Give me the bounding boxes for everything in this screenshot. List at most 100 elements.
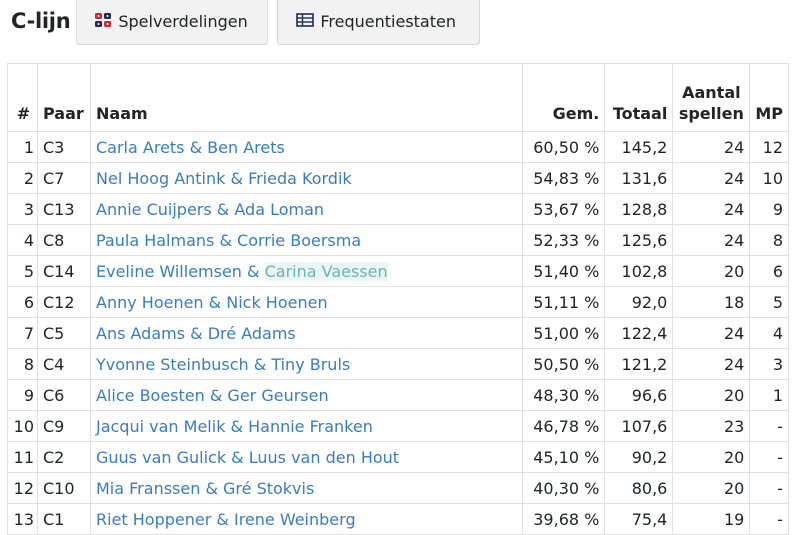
rank-cell: 4 xyxy=(7,224,38,256)
player-link[interactable]: Eveline Willemsen xyxy=(96,261,242,281)
total-cell: 96,6 xyxy=(604,379,674,411)
pair-cell: C5 xyxy=(37,317,91,349)
mp-cell: 12 xyxy=(749,131,789,163)
table-header-row: # Paar Naam Gem. Totaal Aantal spellen MP xyxy=(7,63,789,132)
mp-cell: - xyxy=(749,410,789,442)
games-cell: 24 xyxy=(672,317,751,349)
player-link[interactable]: Ger Geursen xyxy=(227,385,329,405)
games-cell: 19 xyxy=(672,503,751,535)
player-link[interactable]: Paula Halmans xyxy=(96,230,215,250)
games-cell: 24 xyxy=(672,193,751,225)
player-link[interactable]: Riet Hoppener xyxy=(96,509,212,529)
mp-cell: 4 xyxy=(749,317,789,349)
mp-cell: 10 xyxy=(749,162,789,194)
rank-cell: 10 xyxy=(7,410,38,442)
pair-header[interactable]: Paar xyxy=(37,63,91,132)
frequentiestaten-button[interactable]: Frequentiestaten xyxy=(277,0,481,45)
top-bar: C-lijn Spelverdelingen Freq xyxy=(11,0,489,50)
average-cell: 51,11 % xyxy=(522,286,606,318)
pair-cell: C8 xyxy=(37,224,91,256)
player-link[interactable]: Tiny Bruls xyxy=(271,354,351,374)
games-cell: 18 xyxy=(672,286,751,318)
games-cell: 20 xyxy=(672,472,751,504)
rank-cell: 9 xyxy=(7,379,38,411)
average-cell: 51,00 % xyxy=(522,317,606,349)
player-link[interactable]: Dré Adams xyxy=(207,323,296,343)
name-cell: Carla Arets & Ben Arets xyxy=(89,131,524,163)
player-link[interactable]: Nel Hoog Antink xyxy=(96,168,226,188)
pair-cell: C6 xyxy=(37,379,91,411)
player-link[interactable]: Carina Vaessen xyxy=(264,261,388,281)
games-cell: 20 xyxy=(672,255,751,287)
total-cell: 92,0 xyxy=(604,286,674,318)
player-link[interactable]: Hannie Franken xyxy=(248,416,373,436)
mp-cell: 8 xyxy=(749,224,789,256)
pair-separator: & xyxy=(225,416,249,436)
pair-cell: C4 xyxy=(37,348,91,380)
player-link[interactable]: Irene Weinberg xyxy=(233,509,356,529)
player-link[interactable]: Anny Hoenen xyxy=(96,292,204,312)
player-link[interactable]: Corrie Boersma xyxy=(237,230,362,250)
average-cell: 51,40 % xyxy=(522,255,606,287)
total-cell: 121,2 xyxy=(604,348,674,380)
average-cell: 40,30 % xyxy=(522,472,606,504)
rank-cell: 3 xyxy=(7,193,38,225)
player-link[interactable]: Luus van den Hout xyxy=(248,447,400,467)
player-link[interactable]: Gré Stokvis xyxy=(223,478,315,498)
name-cell: Guus van Gulick & Luus van den Hout xyxy=(89,441,524,473)
games-header[interactable]: Aantal spellen xyxy=(672,63,751,132)
name-cell: Alice Boesten & Ger Geursen xyxy=(89,379,524,411)
player-link[interactable]: Jacqui van Melik xyxy=(96,416,226,436)
name-cell: Paula Halmans & Corrie Boersma xyxy=(89,224,524,256)
mp-cell: 5 xyxy=(749,286,789,318)
player-link[interactable]: Ada Loman xyxy=(234,199,325,219)
total-header[interactable]: Totaal xyxy=(604,63,674,132)
rank-cell: 1 xyxy=(7,131,38,163)
player-link[interactable]: Carla Arets xyxy=(96,137,185,157)
player-link[interactable]: Mia Franssen xyxy=(96,478,201,498)
table-row: 9 C6 Alice Boesten & Ger Geursen 48,30 % 96,… xyxy=(7,379,789,411)
total-cell: 90,2 xyxy=(604,441,674,473)
games-cell: 24 xyxy=(672,348,751,380)
page-title: C-lijn xyxy=(11,9,71,33)
player-link[interactable]: Nick Hoenen xyxy=(226,292,328,312)
name-header[interactable]: Naam xyxy=(89,63,524,132)
total-cell: 128,8 xyxy=(604,193,674,225)
rank-cell: 8 xyxy=(7,348,38,380)
spelverdelingen-button[interactable]: Spelverdelingen xyxy=(76,0,269,45)
table-row: 1 C3 Carla Arets & Ben Arets 60,50 % 145,2 24… xyxy=(7,131,789,163)
pair-cell: C9 xyxy=(37,410,91,442)
average-cell: 48,30 % xyxy=(522,379,606,411)
average-header[interactable]: Gem. xyxy=(522,63,606,132)
table-row: 12 C10 Mia Franssen & Gré Stokvis 40,30 % 80… xyxy=(7,472,789,504)
player-link[interactable]: Ans Adams xyxy=(96,323,186,343)
mp-cell: 9 xyxy=(749,193,789,225)
games-header-line2: spellen xyxy=(678,104,744,123)
name-cell: Ans Adams & Dré Adams xyxy=(89,317,524,349)
player-link[interactable]: Alice Boesten xyxy=(96,385,205,405)
name-cell: Annie Cuijpers & Ada Loman xyxy=(89,193,524,225)
mp-header[interactable]: MP xyxy=(749,63,789,132)
name-cell: Mia Franssen & Gré Stokvis xyxy=(89,472,524,504)
rank-cell: 6 xyxy=(7,286,38,318)
pair-cell: C14 xyxy=(37,255,91,287)
mp-cell: 3 xyxy=(749,348,789,380)
pair-separator: & xyxy=(214,230,238,250)
player-link[interactable]: Annie Cuijpers xyxy=(96,199,212,219)
average-cell: 45,10 % xyxy=(522,441,606,473)
total-cell: 102,8 xyxy=(604,255,674,287)
player-link[interactable]: Yvonne Steinbusch xyxy=(96,354,249,374)
pair-separator: & xyxy=(248,354,272,374)
average-cell: 46,78 % xyxy=(522,410,606,442)
average-cell: 54,83 % xyxy=(522,162,606,194)
mp-cell: - xyxy=(749,441,789,473)
games-header-line1: Aantal xyxy=(682,83,741,102)
total-cell: 75,4 xyxy=(604,503,674,535)
rank-header[interactable]: # xyxy=(7,63,38,132)
average-cell: 50,50 % xyxy=(522,348,606,380)
player-link[interactable]: Ben Arets xyxy=(207,137,285,157)
player-link[interactable]: Frieda Kordik xyxy=(248,168,352,188)
pair-separator: & xyxy=(211,199,235,219)
player-link[interactable]: Guus van Gulick xyxy=(96,447,227,467)
mp-cell: 6 xyxy=(749,255,789,287)
